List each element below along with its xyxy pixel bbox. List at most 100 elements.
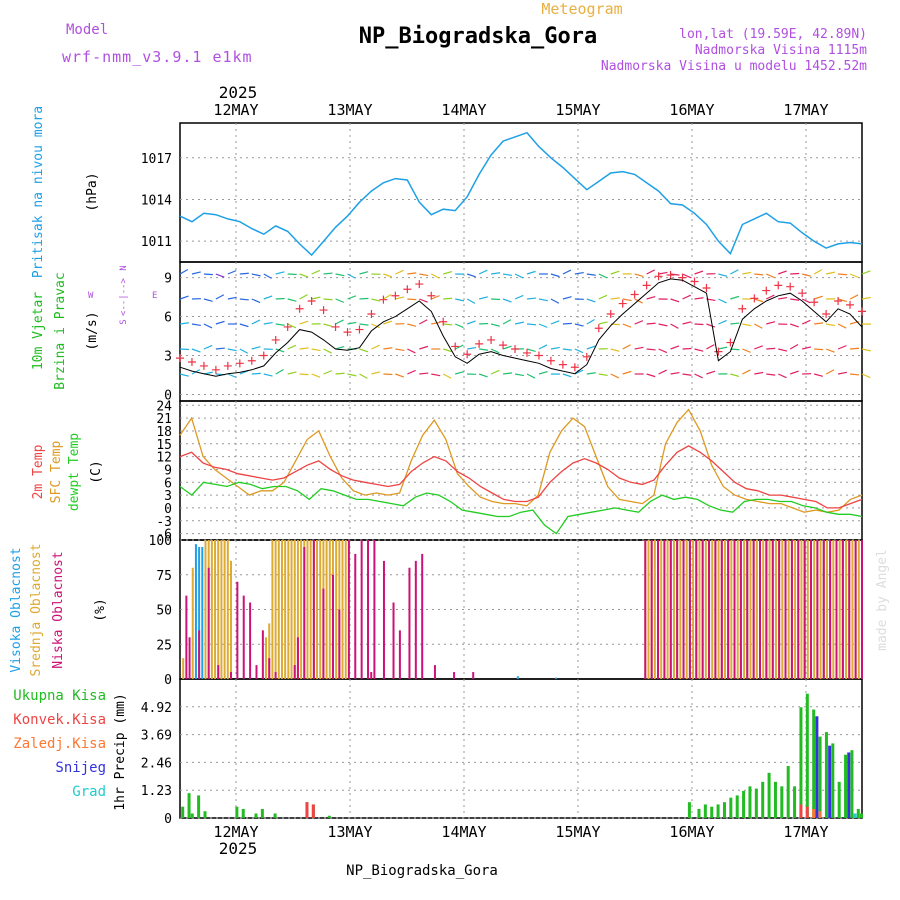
wind-arrow: [431, 321, 441, 325]
precip-bar: [812, 808, 816, 818]
gust-mark: [343, 328, 352, 337]
station-title: NP_Biogradska_Gora: [359, 24, 597, 49]
meteogram-kind: Meteogram: [541, 0, 622, 18]
precip-bar: [260, 808, 264, 818]
wind-arrow: [526, 348, 536, 353]
precip-bar: [273, 813, 277, 818]
wind-arrow: [861, 270, 871, 275]
wind-arrow: [706, 344, 715, 350]
wind-arrow: [586, 318, 595, 325]
gust-mark: [307, 296, 316, 305]
wind-arrow: [251, 298, 261, 304]
gust-mark: [618, 299, 627, 308]
wind-arrow: [538, 298, 548, 302]
wind-arrow: [730, 269, 739, 275]
wind-arrow: [694, 297, 704, 300]
wind-arrow: [287, 298, 297, 302]
panel-frame: [179, 261, 863, 402]
gust-mark: [295, 304, 304, 313]
legend-entry: Konvek.Kisa: [13, 712, 106, 728]
wind-arrow: [203, 344, 213, 350]
day-label-top: 12MAY: [213, 101, 258, 119]
wind-arrow: [323, 272, 333, 275]
wind-arrow: [275, 348, 285, 353]
day-labels-top: 12MAY 13MAY 14MAY 15MAY 16MAY 17MAY: [213, 101, 828, 119]
wind-arrow: [371, 323, 380, 329]
compass-e: E: [152, 291, 157, 301]
gust-mark: [367, 309, 376, 318]
wind-arrow: [861, 348, 871, 352]
gust-mark: [355, 325, 364, 334]
wind-arrow: [610, 348, 620, 352]
credit: made by Angel: [875, 549, 890, 651]
precip-bar: [847, 752, 851, 818]
wind-arrow: [215, 294, 225, 300]
model-elevation-label: Nadmorska Visina u modelu 1452.52m: [601, 59, 867, 74]
gust-mark: [762, 286, 771, 295]
wind-arrow: [802, 346, 812, 350]
wind-arrow: [323, 370, 333, 375]
compass-n: N: [119, 265, 129, 270]
gust-mark: [451, 342, 460, 351]
wind-label-2: Brzina i Pravac: [53, 272, 68, 389]
precip-bar: [235, 806, 239, 818]
gust-mark: [391, 291, 400, 300]
gust-mark: [211, 365, 220, 374]
wind-arrow: [251, 372, 261, 375]
wind-arrow: [694, 373, 703, 379]
wind-arrow: [562, 348, 572, 351]
tick-label: -6: [156, 528, 172, 543]
wind-arrow: [789, 343, 799, 350]
wind-arrow: [634, 298, 643, 304]
wind-compass: N <--|--> S W E: [88, 265, 157, 324]
wind-arrow: [490, 348, 500, 354]
wind-arrow: [706, 323, 716, 328]
tick-label: 6: [164, 476, 172, 491]
footer-station: NP_Biogradska_Gora: [346, 863, 498, 879]
tick-label: 1014: [141, 193, 172, 208]
wind-arrow: [814, 348, 824, 351]
day-label-bottom: 14MAY: [441, 823, 486, 841]
gust-mark: [786, 282, 795, 291]
wind-arrow: [347, 273, 356, 279]
gust-mark: [487, 335, 496, 344]
panel-frame: [179, 678, 863, 819]
wind-arrow: [311, 373, 321, 378]
wind-arrow: [766, 294, 775, 300]
precip-bar: [799, 804, 803, 818]
temp-label-sfc: SFC Temp: [49, 441, 64, 504]
wind-speed-line: [179, 278, 863, 377]
pressure-unit: (hPa): [85, 172, 100, 211]
precip-bar: [815, 716, 819, 818]
wind-arrow: [395, 373, 405, 378]
precip-bar: [860, 813, 863, 818]
gust-mark: [522, 348, 531, 357]
day-label-bottom: 15MAY: [555, 823, 600, 841]
gust-mark: [534, 351, 543, 360]
wind-arrow: [454, 323, 464, 329]
gust-mark: [235, 359, 244, 368]
wind-arrow: [179, 268, 189, 275]
gust-mark: [750, 294, 759, 303]
wind-arrow: [538, 323, 548, 328]
wind-arrow: [538, 370, 548, 375]
precip-bar: [729, 797, 733, 818]
wind-arrow: [825, 271, 836, 275]
wind-arrow: [359, 373, 368, 379]
wind-arrow: [275, 323, 285, 326]
day-label-top: 17MAY: [783, 101, 828, 119]
tick-label: 9: [164, 463, 172, 478]
wind-arrow: [478, 269, 488, 275]
gust-mark: [223, 361, 232, 370]
wind-arrow: [383, 273, 393, 278]
gust-mark: [176, 354, 184, 363]
tick-label: 3.69: [141, 729, 172, 744]
gust-mark: [427, 291, 436, 300]
precip-bar: [241, 808, 245, 818]
wind-arrow: [419, 319, 428, 325]
precip-bar: [793, 786, 797, 818]
precip-bar: [748, 786, 752, 818]
wind-arrow: [598, 273, 608, 279]
wind-arrow: [287, 344, 297, 350]
